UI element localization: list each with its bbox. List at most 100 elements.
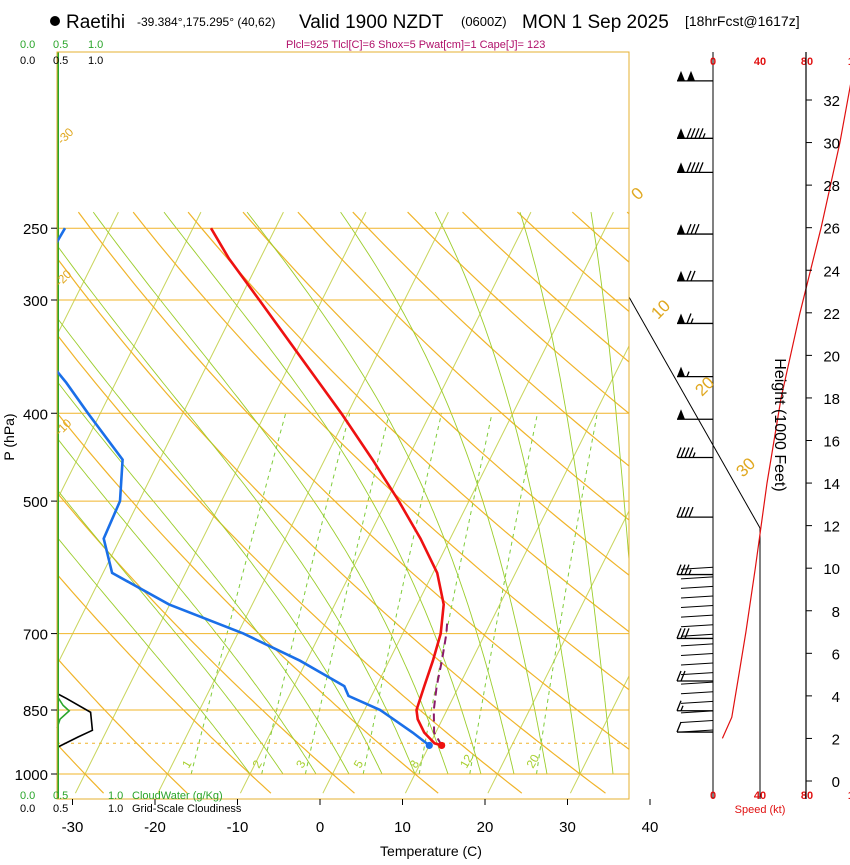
utc-time: (0600Z)	[461, 14, 507, 29]
wind-speed-top-tick: 40	[754, 56, 766, 68]
dry-adiabat-line	[298, 212, 850, 793]
wind-panel-edge	[629, 297, 760, 528]
wind-barb-low-level	[681, 586, 713, 588]
wind-barb	[677, 628, 713, 638]
height-tick-label: 12	[823, 519, 840, 536]
wind-barb-pennant	[677, 128, 685, 138]
wind-panel: 0040408080121202468101214161820222426283…	[629, 52, 850, 802]
wind-barb-low-level	[681, 720, 713, 722]
isotherm-label: 0	[627, 184, 647, 204]
x-tick-label: -10	[227, 819, 249, 836]
isotherm-label: -20	[52, 267, 74, 289]
cloudwater-legend: CloudWater (g/Kg)	[132, 790, 223, 802]
dry-adiabat-line	[133, 212, 773, 793]
wind-barb-flag	[699, 128, 703, 138]
pressure-tick-label: 850	[23, 703, 48, 720]
wind-barb-flag	[685, 565, 689, 575]
wind-barb-low-level	[681, 596, 713, 598]
pressure-tick-label: 700	[23, 627, 48, 644]
height-tick-label: 26	[823, 221, 840, 238]
wind-barb-half-flag	[689, 570, 691, 575]
wind-barb-pennant	[677, 367, 685, 377]
isotherm-line	[570, 212, 850, 793]
moist-adiabat-line	[520, 212, 613, 774]
moist-adiabat-line	[0, 212, 349, 774]
surface-temperature-point	[438, 742, 445, 749]
wind-barb-low-level	[681, 615, 713, 617]
wind-speed-bottom-tick: 0	[710, 790, 716, 802]
wind-barb	[677, 271, 713, 281]
moist-adiabat-line	[651, 212, 679, 774]
wind-barb-flag	[677, 507, 681, 517]
isotherm-line	[405, 212, 696, 793]
wind-barb-low-level	[681, 644, 713, 646]
wind-barb	[677, 313, 713, 323]
dry-adiabat-line	[517, 212, 850, 793]
wind-barb-flag	[681, 628, 685, 638]
wind-barb-flag	[689, 507, 693, 517]
isotherm-label: 30	[732, 454, 759, 481]
wind-barb-flag	[677, 671, 681, 681]
height-tick-label: 0	[832, 774, 840, 791]
wind-barb-flag	[695, 128, 699, 138]
wind-barb-half-flag	[703, 133, 705, 138]
dry-adiabat-line	[737, 212, 850, 793]
isobars	[57, 228, 629, 774]
cloudiness-bottom-tick-2: 1.0	[108, 803, 123, 815]
wind-barb-pennant	[677, 162, 685, 172]
cloudwater-top-tick-0: 0.0	[20, 39, 35, 51]
wind-barb-low-level	[681, 673, 713, 675]
stability-indices: Plcl=925 Tlcl[C]=6 Shox=5 Pwat[cm]=1 Cap…	[286, 39, 545, 51]
moist-adiabat-line	[33, 212, 415, 774]
cloudiness-bottom-tick-0: 0.0	[20, 803, 35, 815]
forecast-date: MON 1 Sep 2025	[522, 12, 669, 33]
wind-barb-half-flag	[693, 453, 695, 458]
isotherm-line	[735, 212, 850, 793]
pressure-tick-label: 400	[23, 406, 48, 423]
dry-adiabat-line	[847, 212, 850, 793]
wind-barb-pennant	[677, 224, 685, 234]
wind-barb-pennant	[687, 71, 695, 81]
cloudwater-bottom-tick-0: 0.0	[20, 790, 35, 802]
moist-adiabat-line	[591, 212, 646, 774]
wind-barb-low-level	[681, 663, 713, 665]
dry-adiabat-line	[188, 212, 850, 793]
cloudwater-top-tick-2: 1.0	[88, 39, 103, 51]
wind-barb-flag	[677, 628, 681, 638]
dry-adiabat-line	[0, 212, 355, 793]
isotherm-line	[488, 212, 779, 793]
wind-speed-bottom-tick: 40	[754, 790, 766, 802]
wind-barb-flag	[677, 722, 681, 732]
wind-barb-low-level	[681, 653, 713, 655]
wind-barb-pennant	[677, 409, 685, 419]
wind-barb	[677, 71, 713, 81]
wind-barb-pennant	[677, 71, 685, 81]
wind-barb-flag	[699, 162, 703, 172]
mixing-ratio-line	[363, 413, 441, 774]
isotherm-label: 10	[647, 296, 674, 323]
mixing-ratio-label: 1	[179, 757, 195, 770]
wind-barb-low-level	[681, 701, 713, 703]
height-tick-label: 18	[823, 391, 840, 408]
wind-barb-half-flag	[681, 706, 683, 711]
moist-adiabat-line	[341, 212, 547, 774]
wind-speed-axis-title: Speed (kt)	[735, 804, 786, 816]
wind-barb-flag	[687, 128, 691, 138]
wind-barb-flag	[681, 507, 685, 517]
wind-barb-flag	[685, 628, 689, 638]
wind-barb-flag	[687, 224, 691, 234]
height-tick-label: 28	[823, 178, 840, 195]
cloudiness-top-tick-0: 0.0	[20, 55, 35, 67]
x-tick-label: 10	[394, 819, 411, 836]
wind-barb-flag	[685, 448, 689, 458]
pressure-tick-label: 250	[23, 221, 48, 238]
pressure-tick-label: 1000	[15, 767, 48, 784]
cloudwater-bottom-tick-1: 0.5	[53, 790, 68, 802]
dry-adiabats	[0, 212, 850, 793]
height-tick-label: 16	[823, 434, 840, 451]
valid-time: Valid 1900 NZDT	[299, 12, 444, 33]
height-tick-label: 4	[832, 689, 840, 706]
